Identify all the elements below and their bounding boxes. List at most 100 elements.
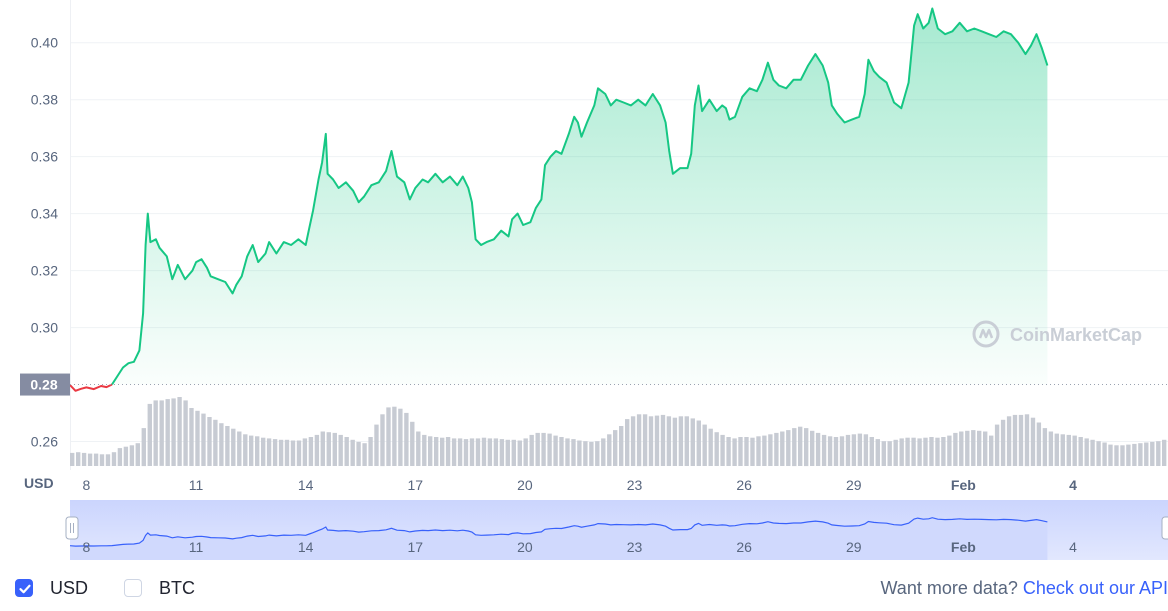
volume-bar xyxy=(451,438,457,466)
volume-bar xyxy=(1054,433,1059,466)
volume-bar xyxy=(344,437,349,466)
navigator-tick-label: 14 xyxy=(298,539,314,555)
volume-bar xyxy=(302,438,308,466)
volume-bar xyxy=(1114,445,1119,466)
volume-bar xyxy=(183,400,188,466)
volume-bar xyxy=(678,416,684,466)
volume-bar xyxy=(469,438,475,466)
volume-bar xyxy=(87,453,93,466)
volume-bar xyxy=(1102,442,1107,466)
volume-bar xyxy=(1138,443,1143,466)
volume-bar xyxy=(977,430,982,466)
volume-bar xyxy=(636,414,642,467)
x-tick-label: 11 xyxy=(189,477,204,493)
currency-unit-label: USD xyxy=(24,475,54,491)
volume-bar xyxy=(953,432,958,466)
y-tick-label: 0.26 xyxy=(31,434,58,450)
volume-bar xyxy=(189,408,194,466)
api-promo: Want more data? Check out our API xyxy=(880,578,1168,599)
volume-bar xyxy=(392,406,397,466)
x-tick-label: 23 xyxy=(627,477,643,493)
volume-bar xyxy=(320,431,325,466)
volume-bar xyxy=(1036,422,1042,466)
volume-bar xyxy=(70,452,75,466)
volume-bar xyxy=(165,399,170,466)
volume-bar xyxy=(654,415,660,466)
volume-bar xyxy=(595,441,600,466)
volume-bar xyxy=(481,437,487,466)
volume-bar xyxy=(869,437,874,466)
volume-bar xyxy=(815,432,821,466)
volume-bar xyxy=(219,423,224,466)
navigator-left-handle[interactable] xyxy=(65,516,79,540)
navigator-tick-label: 4 xyxy=(1069,539,1077,555)
price-area xyxy=(112,8,1048,385)
volume-bar xyxy=(971,430,976,466)
volume-bar xyxy=(1096,441,1101,466)
volume-bar xyxy=(690,418,695,466)
volume-bar xyxy=(529,434,534,466)
navigator-area xyxy=(70,517,1048,560)
x-axis-ticks: 8 11 14 17 20 23 26 29 Feb 4 xyxy=(83,477,1078,493)
volume-bar xyxy=(684,416,689,466)
volume-bar xyxy=(750,437,755,466)
volume-bar xyxy=(798,426,803,466)
price-chart[interactable]: 0.40 0.38 0.36 0.34 0.32 0.30 0.26 0.28 CoinMa… xyxy=(0,0,1168,570)
volume-bar xyxy=(284,439,290,466)
usd-checkbox[interactable] xyxy=(15,579,33,597)
volume-bar xyxy=(1150,441,1155,466)
volume-bar xyxy=(535,432,540,466)
volume-bar xyxy=(135,443,140,466)
btc-checkbox-label[interactable]: BTC xyxy=(159,578,195,598)
volume-bar xyxy=(129,445,135,466)
y-tick-label: 0.40 xyxy=(31,35,58,51)
volume-bar xyxy=(541,432,546,466)
btc-checkbox[interactable] xyxy=(124,579,142,597)
navigator-tick-label: 17 xyxy=(408,539,424,555)
y-tick-label: 0.38 xyxy=(31,92,58,108)
navigator-tick-label: 26 xyxy=(736,539,752,555)
y-tick-label: 0.32 xyxy=(31,263,58,279)
volume-bar xyxy=(1126,444,1131,466)
navigator-right-handle[interactable] xyxy=(1161,516,1168,540)
volume-bar xyxy=(702,424,707,466)
volume-bar xyxy=(523,438,528,466)
volume-bar xyxy=(81,452,87,466)
volume-bar xyxy=(613,430,618,466)
volume-bar xyxy=(362,443,367,466)
volume-bar xyxy=(1042,428,1048,467)
usd-checkbox-label[interactable]: USD xyxy=(50,578,89,598)
volume-bar xyxy=(1090,439,1095,466)
volume-bar xyxy=(774,432,779,466)
volume-bars xyxy=(70,397,1167,467)
navigator-tick-label: 11 xyxy=(189,539,204,555)
volume-bar xyxy=(547,433,552,466)
x-tick-label: 14 xyxy=(298,477,314,493)
volume-bar xyxy=(917,438,922,466)
volume-bar xyxy=(1078,437,1083,466)
y-tick-label: 0.30 xyxy=(31,320,58,336)
volume-bar xyxy=(141,428,146,467)
volume-bar xyxy=(380,414,385,467)
volume-bar xyxy=(225,426,230,466)
volume-bar xyxy=(762,435,767,466)
volume-bar xyxy=(1012,414,1018,466)
volume-bar xyxy=(1024,414,1030,467)
volume-bar xyxy=(648,416,654,466)
volume-bar xyxy=(738,437,743,466)
volume-bar xyxy=(505,439,510,466)
volume-bar xyxy=(1030,417,1036,466)
api-link[interactable]: Check out our API xyxy=(1022,578,1168,598)
volume-bar xyxy=(201,413,206,466)
volume-bar xyxy=(833,437,839,466)
volume-bar xyxy=(416,431,421,466)
volume-bar xyxy=(666,416,672,466)
coinmarketcap-logo-icon xyxy=(972,320,1000,348)
volume-bar xyxy=(231,428,236,466)
volume-bar xyxy=(821,434,827,466)
volume-bar xyxy=(1018,414,1024,466)
volume-bar xyxy=(577,440,582,466)
volume-bar xyxy=(463,439,469,466)
navigator-tick-label: 23 xyxy=(627,539,643,555)
volume-bar xyxy=(511,439,516,466)
